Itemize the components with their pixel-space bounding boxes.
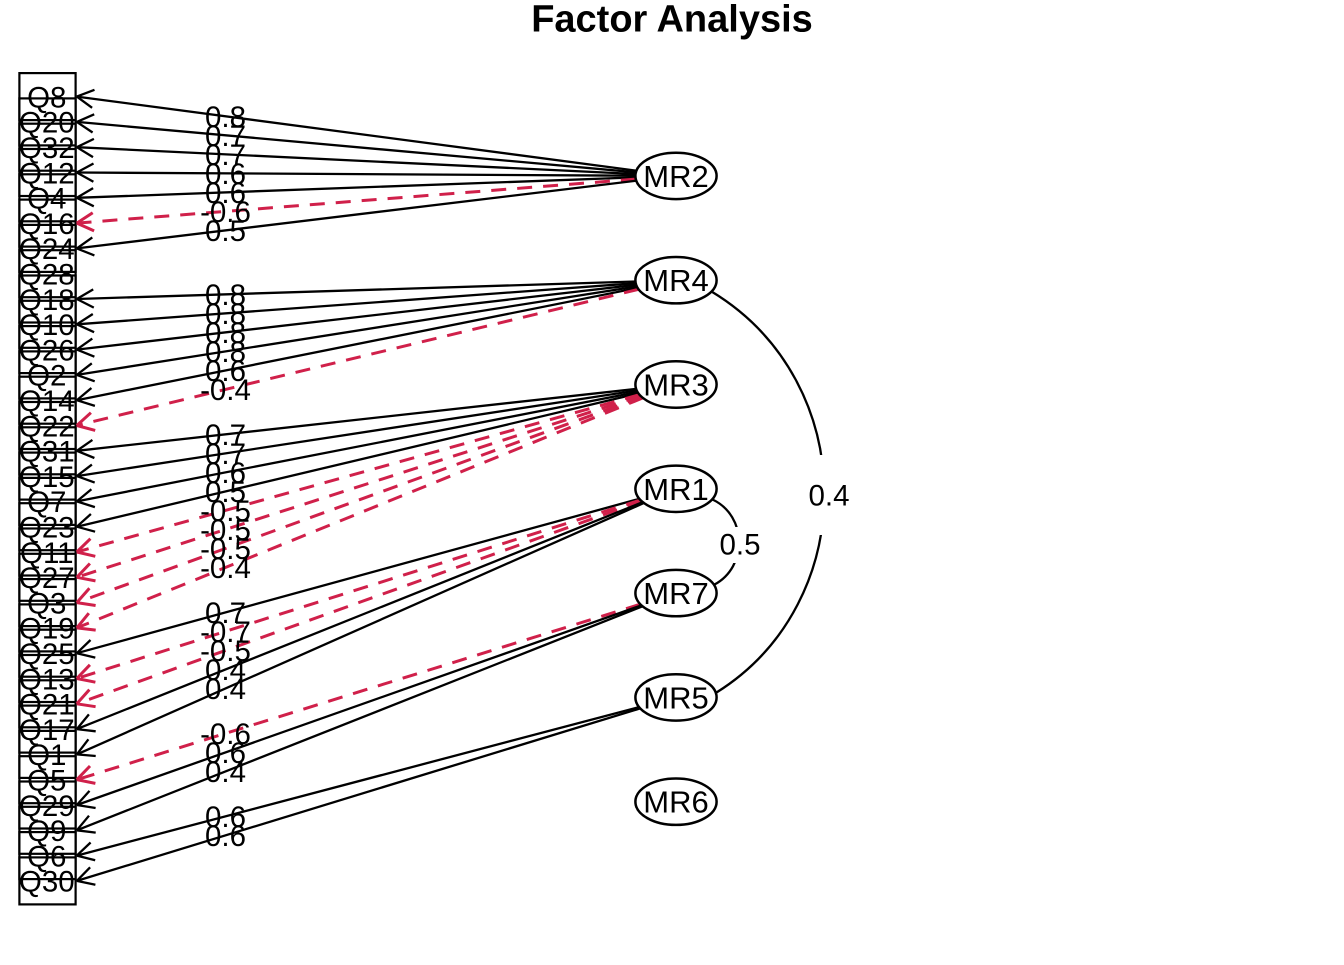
svg-text:MR4: MR4 [643,263,708,298]
svg-text:Q7: Q7 [27,486,66,519]
svg-text:Q10: Q10 [19,309,75,342]
svg-text:-0.6: -0.6 [200,718,251,751]
svg-text:-0.5: -0.5 [200,635,251,668]
svg-text:Q26: Q26 [19,334,75,367]
svg-text:0.8: 0.8 [205,101,246,134]
svg-text:0.5: 0.5 [205,215,246,248]
svg-text:Q6: Q6 [27,840,66,873]
svg-text:Q12: Q12 [19,157,75,190]
svg-text:0.7: 0.7 [205,597,246,630]
svg-text:0.6: 0.6 [205,457,246,490]
svg-text:0.6: 0.6 [205,158,246,191]
svg-text:Q27: Q27 [19,562,75,595]
svg-text:Q17: Q17 [19,714,75,747]
svg-text:Q14: Q14 [19,385,75,418]
svg-text:Q2: Q2 [27,360,66,393]
svg-text:Q24: Q24 [19,233,75,266]
svg-text:Q23: Q23 [19,512,75,545]
svg-text:-0.4: -0.4 [200,374,251,407]
svg-text:0.4: 0.4 [205,654,246,687]
svg-text:-0.5: -0.5 [200,495,251,528]
svg-text:0.5: 0.5 [205,476,246,509]
svg-text:0.7: 0.7 [205,120,246,153]
svg-text:Q32: Q32 [19,132,75,165]
svg-text:Q4: Q4 [27,183,66,216]
svg-text:Q21: Q21 [19,689,75,722]
svg-text:0.6: 0.6 [205,355,246,388]
svg-text:0.6: 0.6 [205,801,246,834]
svg-text:0.8: 0.8 [205,336,246,369]
svg-text:-0.7: -0.7 [200,616,251,649]
svg-text:0.8: 0.8 [205,279,246,312]
svg-text:Q20: Q20 [19,107,75,140]
svg-text:Q29: Q29 [19,790,75,823]
svg-text:-0.6: -0.6 [200,196,251,229]
svg-text:MR1: MR1 [643,472,708,507]
svg-text:-0.5: -0.5 [200,533,251,566]
svg-text:MR7: MR7 [643,576,708,611]
svg-text:0.6: 0.6 [205,737,246,770]
svg-text:0.4: 0.4 [205,756,246,789]
svg-text:Q18: Q18 [19,284,75,317]
svg-text:Factor Analysis: Factor Analysis [531,0,813,41]
svg-text:Q1: Q1 [27,739,66,772]
svg-text:MR6: MR6 [643,785,708,820]
svg-text:Q8: Q8 [27,81,66,114]
svg-text:Q30: Q30 [19,866,75,899]
svg-text:0.8: 0.8 [205,298,246,331]
svg-text:Q3: Q3 [27,587,66,620]
svg-text:0.8: 0.8 [205,317,246,350]
svg-text:0.4: 0.4 [808,480,849,513]
svg-text:Q22: Q22 [19,410,75,443]
svg-text:MR3: MR3 [643,368,708,403]
svg-text:0.7: 0.7 [205,139,246,172]
svg-text:0.7: 0.7 [205,438,246,471]
svg-text:0.6: 0.6 [205,177,246,210]
svg-text:0.5: 0.5 [719,529,760,562]
svg-text:MR5: MR5 [643,680,708,715]
svg-text:-0.4: -0.4 [200,552,251,585]
svg-text:Q15: Q15 [19,461,75,494]
svg-text:Q13: Q13 [19,663,75,696]
svg-text:MR2: MR2 [643,159,708,194]
svg-text:-0.5: -0.5 [200,514,251,547]
svg-text:Q5: Q5 [27,765,66,798]
svg-text:Q28: Q28 [19,259,75,292]
svg-text:Q31: Q31 [19,436,75,469]
svg-text:0.4: 0.4 [205,673,246,706]
svg-text:Q25: Q25 [19,638,75,671]
svg-text:0.6: 0.6 [205,820,246,853]
svg-text:Q16: Q16 [19,208,75,241]
svg-text:Q19: Q19 [19,613,75,646]
svg-text:Q11: Q11 [20,537,74,570]
svg-text:0.7: 0.7 [205,419,246,452]
svg-text:Q9: Q9 [27,815,66,848]
